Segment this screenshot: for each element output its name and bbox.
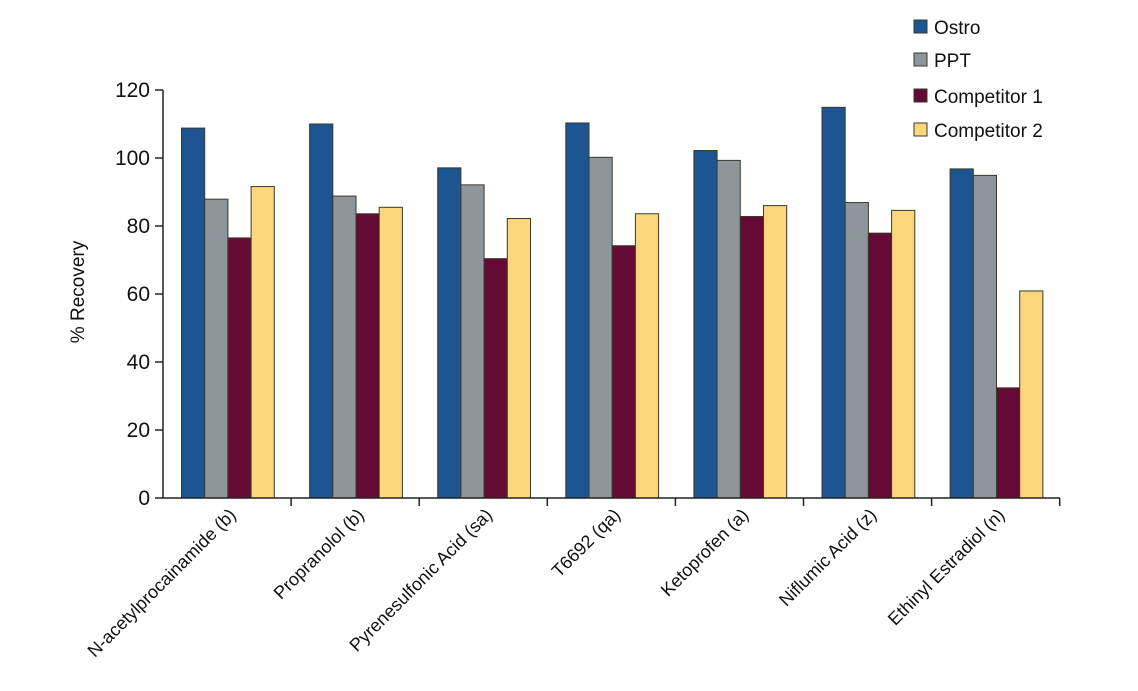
x-tick-label: Propranolol (b) <box>270 505 368 603</box>
x-tick-label: Pyrenesulfonic Acid (sa) <box>345 505 496 656</box>
bar-ostro <box>309 123 334 499</box>
bar-competitor-2 <box>763 205 788 499</box>
legend-label: PPT <box>934 51 971 72</box>
y-tick-label: 0 <box>138 487 150 510</box>
bar-ostro <box>181 127 206 499</box>
bar-competitor-2 <box>634 213 660 499</box>
bar-ppt <box>460 184 485 499</box>
bar-ppt <box>588 156 613 499</box>
y-tick-label: 40 <box>127 351 150 374</box>
bar-ostro <box>949 168 974 499</box>
bar-ppt <box>204 198 229 499</box>
x-ticks: N-acetylprocainamide (b) Propranolol (b)P… <box>84 498 1061 661</box>
bar-competitor-2 <box>1019 290 1044 499</box>
y-tick-label: 60 <box>127 283 150 306</box>
y-tick-label: 100 <box>115 147 150 170</box>
bar-ostro <box>437 167 462 499</box>
y-axis-label: % Recovery <box>68 240 89 343</box>
legend-label: Competitor 1 <box>934 87 1043 108</box>
x-tick-label: Niflumic Acid (z) <box>775 505 880 610</box>
x-tick-label: N-acetylprocainamide (b) <box>84 505 240 661</box>
bar-ppt <box>844 202 869 499</box>
bar-ostro <box>565 122 590 499</box>
bar-competitor-2 <box>250 186 275 499</box>
y-tick-label: 80 <box>127 215 150 238</box>
bar-competitor-1 <box>739 215 764 499</box>
bars-layer <box>181 106 1044 499</box>
bar-competitor-2 <box>891 209 916 499</box>
bar-competitor-1 <box>483 258 508 499</box>
legend-label: Ostro <box>934 18 980 39</box>
bar-competitor-1 <box>867 232 893 499</box>
x-tick-label: Ketoprofen (a) <box>657 505 753 601</box>
legend: Ostro PPT Competitor 1 Competitor 2 <box>913 18 1043 142</box>
bar-competitor-2 <box>506 218 531 499</box>
y-tick-label: 20 <box>127 419 150 442</box>
legend-swatch <box>913 52 928 67</box>
x-tick-label: Ethinyl Estradiol (n) <box>884 505 1008 629</box>
bar-competitor-1 <box>355 213 380 499</box>
bar-ostro <box>693 150 718 499</box>
y-tick-label: 120 <box>115 79 150 102</box>
legend-label: Competitor 2 <box>934 121 1043 142</box>
bar-ostro <box>821 106 846 499</box>
legend-swatch <box>913 88 928 103</box>
bar-competitor-1 <box>227 237 252 499</box>
bar-ppt <box>972 174 997 499</box>
bar-competitor-1 <box>996 387 1021 499</box>
legend-swatch <box>913 19 928 34</box>
bar-ppt <box>332 195 357 499</box>
bar-competitor-2 <box>378 206 403 499</box>
bar-ppt <box>716 159 741 499</box>
legend-swatch <box>913 122 928 137</box>
bar-competitor-1 <box>611 245 636 499</box>
y-ticks: 0 20 40 60 80 100 120 <box>115 79 163 510</box>
x-tick-label: T6692 (qa) <box>548 505 624 581</box>
